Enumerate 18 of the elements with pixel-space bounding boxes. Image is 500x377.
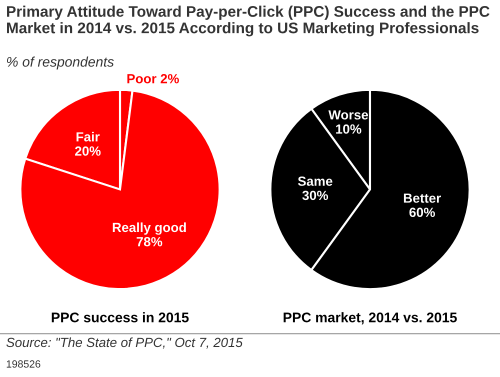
chart-title: Primary Attitude Toward Pay-per-Click (PPC) Success and the PPC Market in 2014 vs. 2015 According to US Marketing Professionals <box>7 6 490 36</box>
data-label: 10% <box>336 124 362 134</box>
text: 198526 <box>6 360 40 368</box>
data-label: 60% <box>409 208 435 218</box>
slice-label: Better <box>404 194 441 203</box>
chart-subtitle: % of respondents <box>6 56 114 70</box>
slice-label: Worse <box>328 110 368 120</box>
slice-label: Fair <box>76 132 100 142</box>
pie-slice <box>19 90 221 290</box>
source-note: Source: "The State of PPC," Oct 7, 2015 <box>6 337 243 349</box>
data-label: 30% <box>302 190 328 200</box>
slice-label: Poor 2% <box>127 74 179 84</box>
slice-label: Really good <box>112 222 186 235</box>
text: PPC success in 2015 <box>52 312 189 322</box>
data-label: 78% <box>136 237 162 246</box>
data-label: 20% <box>75 146 101 156</box>
text: PPC market, 2014 vs. 2015 <box>284 312 457 324</box>
slice-label: Same <box>298 176 332 186</box>
